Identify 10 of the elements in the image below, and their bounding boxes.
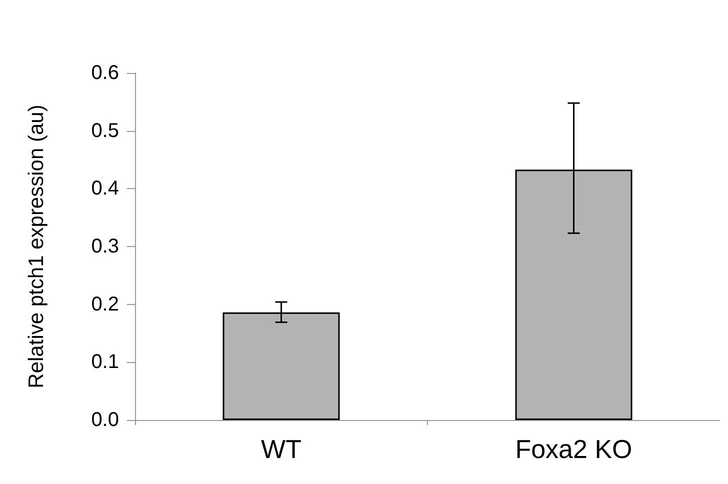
y-tick-label: 0.4 [91,178,119,200]
x-tick-label: WT [261,434,302,464]
y-tick-label: 0.2 [91,293,119,316]
y-tick-label: 0.6 [91,62,119,84]
y-tick-label: 0.1 [91,351,119,374]
y-axis-title: Relative ptch1 expression (au) [25,104,48,388]
y-tick-label: 0.3 [91,236,119,258]
y-tick-label: 0.0 [91,409,119,431]
y-tick-label: 0.5 [91,120,119,142]
x-tick-label: Foxa2 KO [515,434,632,464]
